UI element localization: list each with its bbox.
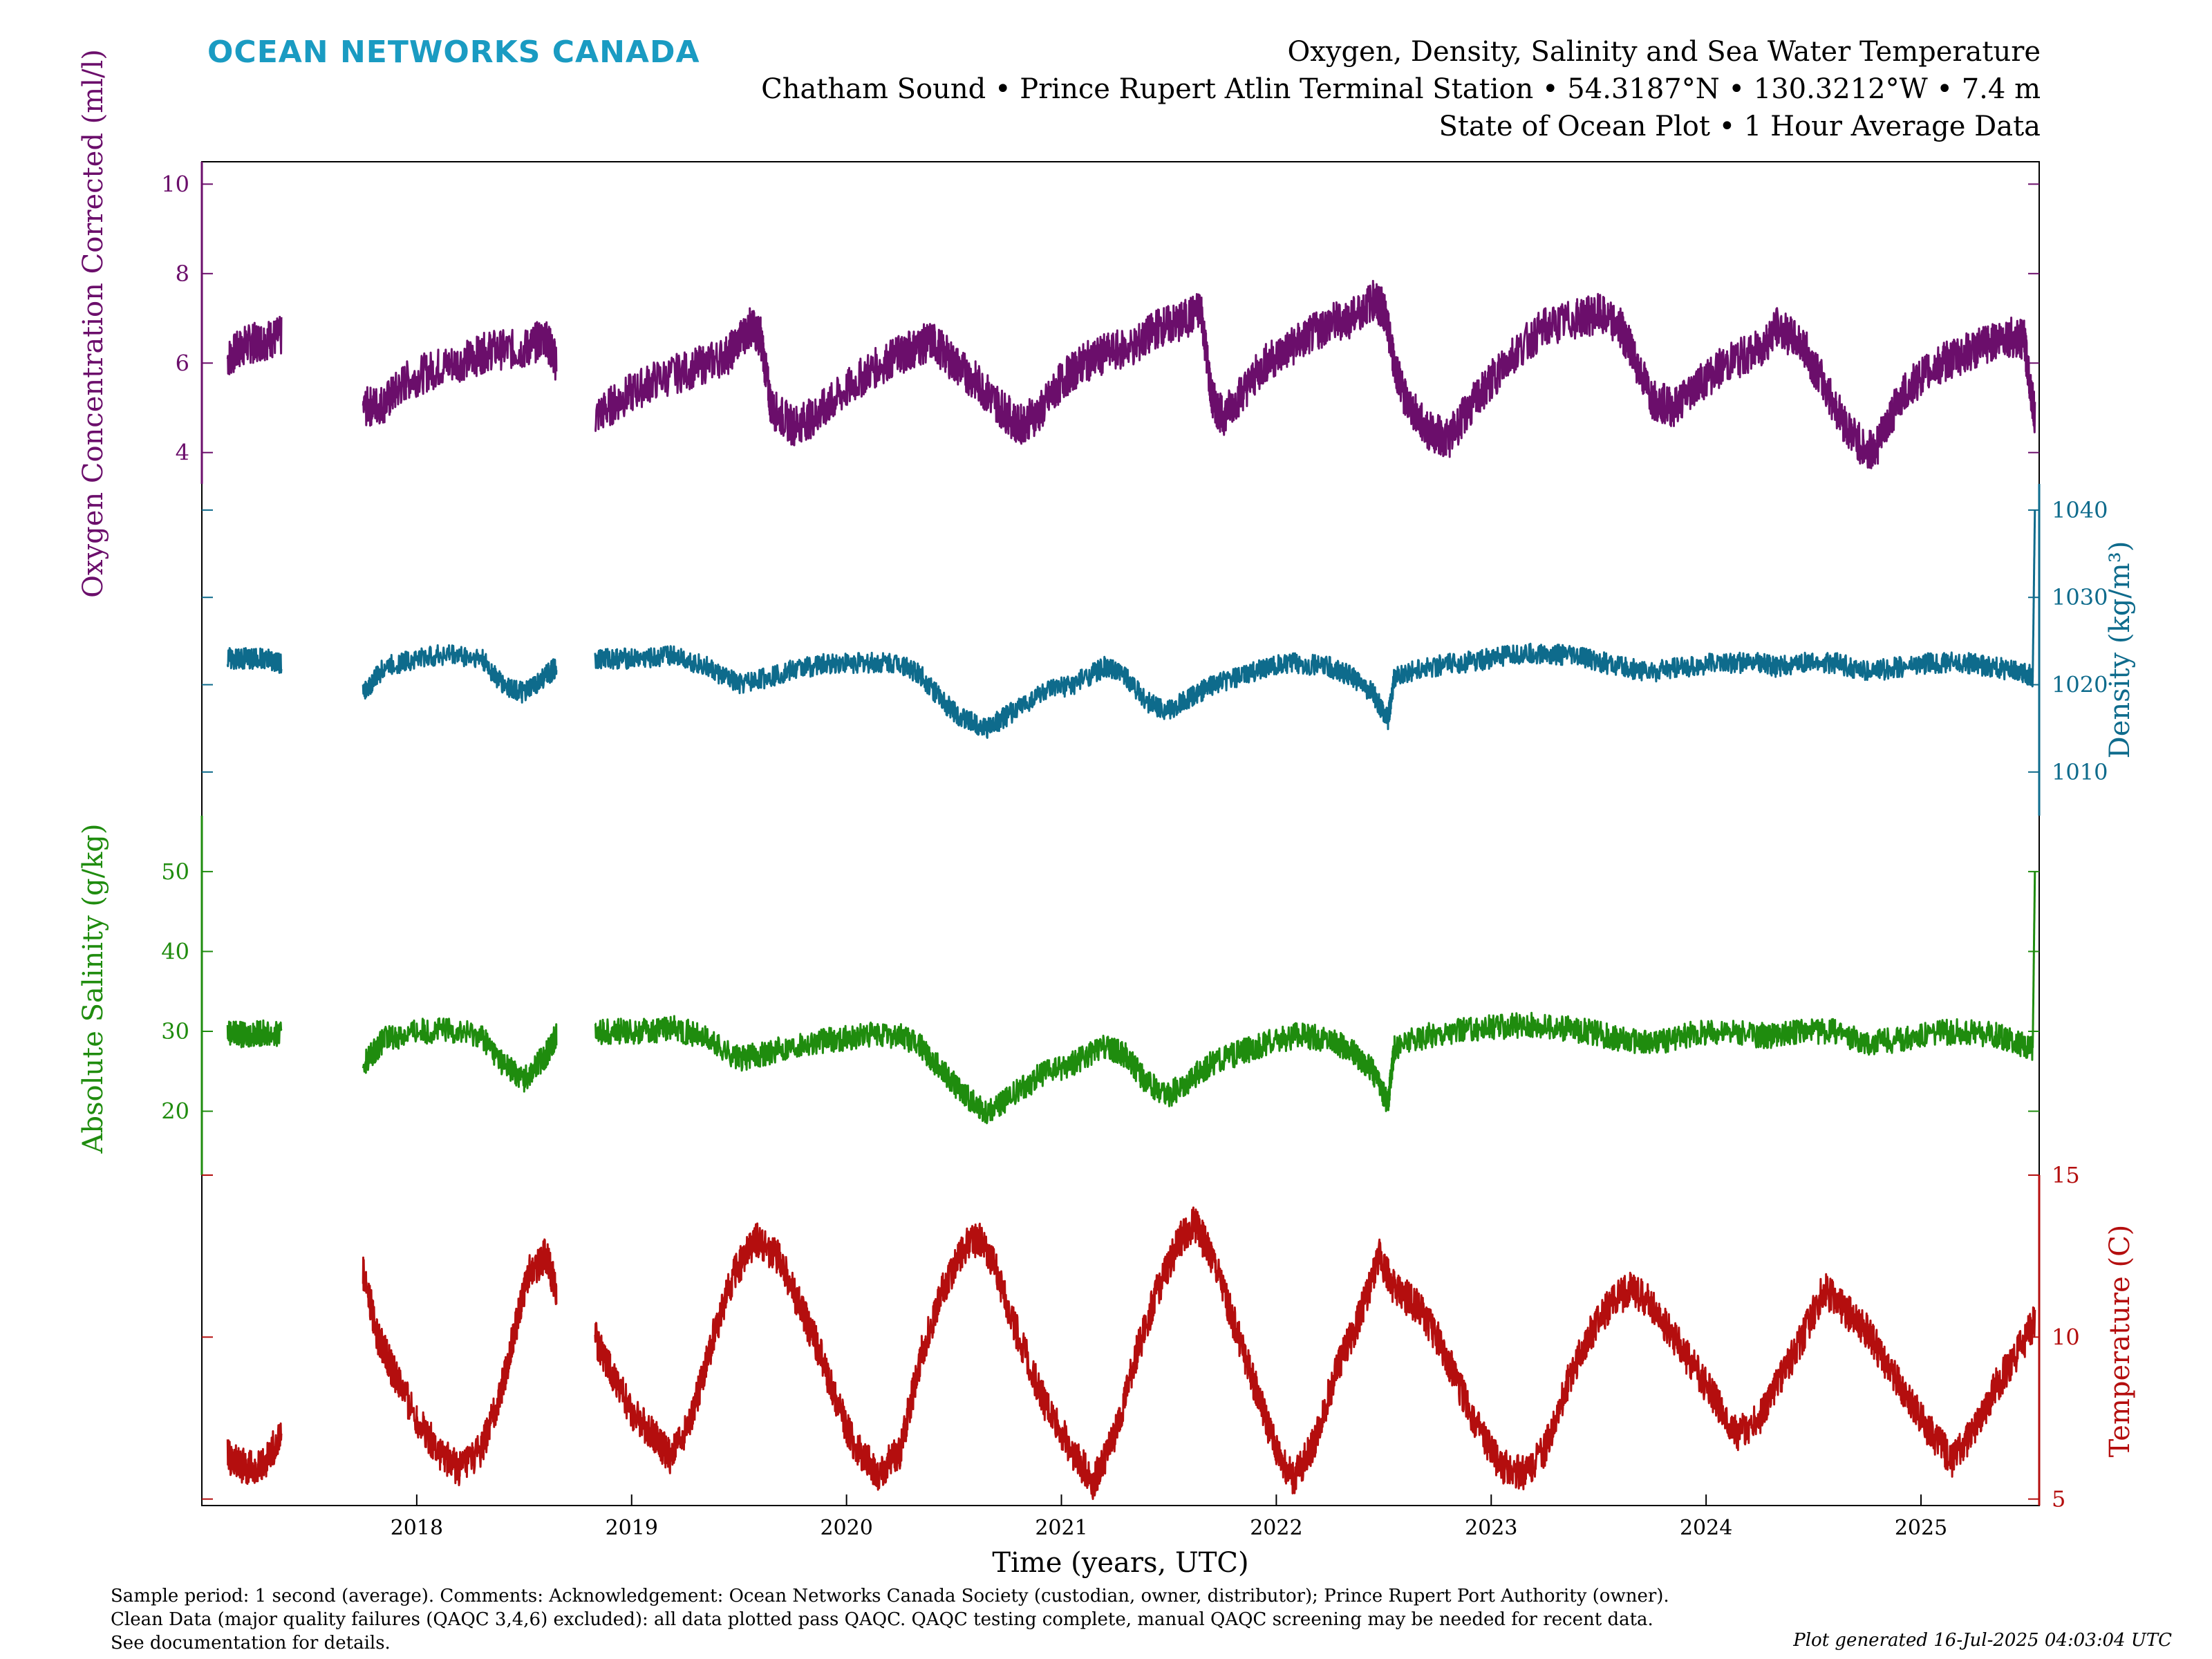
y-tick-label: 10 [161, 171, 189, 197]
x-tick-label: 2022 [1250, 1516, 1302, 1540]
chart-subtitle-location: Chatham Sound • Prince Rupert Atlin Term… [761, 73, 2041, 105]
series-0 [226, 279, 2036, 469]
footer-notes: Sample period: 1 second (average). Comme… [111, 1584, 1669, 1655]
y-tick-label: 5 [2052, 1486, 2065, 1512]
series-0-segment-2 [594, 279, 2036, 469]
series-1-segment-0 [226, 647, 283, 674]
y-tick-label: 30 [161, 1018, 189, 1044]
series-2-segment-2 [594, 871, 2036, 1125]
chart-title: Oxygen, Density, Salinity and Sea Water … [1287, 36, 2041, 68]
series-1 [226, 509, 2036, 739]
series-1-segment-1 [362, 644, 558, 704]
series-0-segment-1 [362, 321, 558, 427]
footer-line-1: Sample period: 1 second (average). Comme… [111, 1586, 1669, 1606]
y-tick-label: 1040 [2052, 497, 2108, 523]
series-3-segment-0 [226, 1422, 283, 1485]
series-3-segment-2 [594, 1206, 2036, 1500]
plot-generated-timestamp: Plot generated 16-Jul-2025 04:03:04 UTC [1793, 1630, 2172, 1651]
series-3 [226, 1206, 2036, 1500]
y-tick-label: 50 [161, 859, 189, 885]
series-2 [226, 871, 2036, 1125]
y-axis-label: Density (kg/m³) [2104, 541, 2136, 759]
brand-logo-text: OCEAN NETWORKS CANADA [207, 35, 700, 70]
y-tick-label: 10 [2052, 1324, 2080, 1350]
y-tick-label: 1020 [2052, 672, 2108, 698]
footer-line-2: Clean Data (major quality failures (QAQC… [111, 1609, 1653, 1630]
footer-line-3: See documentation for details. [111, 1633, 391, 1653]
y-tick-label: 1010 [2052, 759, 2108, 785]
y-tick-label: 40 [161, 938, 189, 964]
y-axis-label: Absolute Salinity (g/kg) [77, 823, 109, 1154]
x-tick-label: 2019 [606, 1516, 658, 1540]
y-tick-label: 6 [176, 350, 189, 376]
x-tick-label: 2021 [1035, 1516, 1087, 1540]
y-tick-label: 4 [176, 440, 189, 466]
x-tick-label: 2024 [1680, 1516, 1732, 1540]
series-3-segment-1 [362, 1238, 558, 1487]
y-axis-label: Oxygen Concentration Corrected (ml/l) [77, 49, 109, 598]
series-0-segment-0 [226, 315, 283, 375]
x-axis-label: Time (years, UTC) [992, 1547, 1248, 1579]
y-tick-label: 8 [176, 261, 189, 287]
y-axis-label: Temperature (C) [2104, 1225, 2136, 1458]
series-2-segment-0 [226, 1019, 283, 1049]
x-tick-label: 2018 [391, 1516, 443, 1540]
series-2-segment-1 [362, 1017, 558, 1093]
y-tick-label: 1030 [2052, 584, 2108, 610]
series-1-segment-2 [594, 509, 2036, 739]
x-tick-label: 2025 [1895, 1516, 1947, 1540]
x-tick-label: 2020 [820, 1516, 872, 1540]
chart-subtitle-plot-type: State of Ocean Plot • 1 Hour Average Dat… [1438, 111, 2041, 142]
y-tick-label: 20 [161, 1098, 189, 1125]
y-tick-label: 15 [2052, 1162, 2080, 1188]
x-tick-label: 2023 [1465, 1516, 1517, 1540]
